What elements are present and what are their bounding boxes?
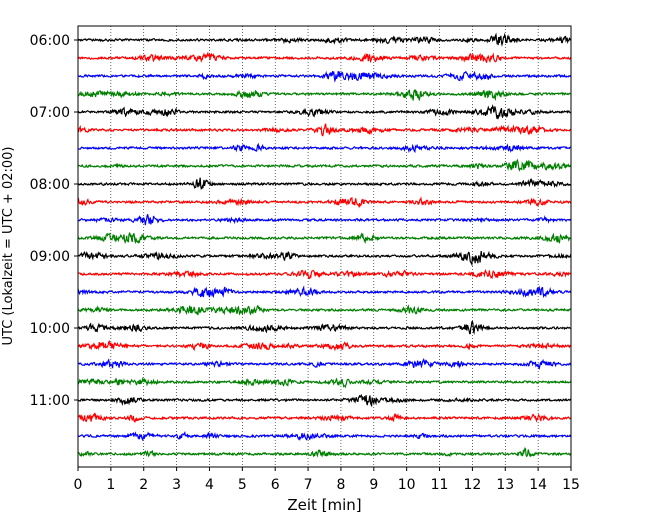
seismogram-trace-0945 (77, 304, 572, 316)
seismogram-trace-0730 (77, 142, 572, 154)
x-tick-label: 6 (271, 477, 280, 493)
y-tick-label: 08:00 (30, 177, 70, 193)
trace-group (77, 32, 572, 458)
x-tick-label: 3 (172, 477, 181, 493)
x-tick-label: 13 (496, 477, 514, 493)
x-tick-label: 11 (431, 477, 449, 493)
seismogram-trace-0700 (77, 104, 572, 120)
seismogram-trace-1130 (77, 430, 572, 442)
x-tick-label: 15 (562, 477, 580, 493)
x-tick-label: 10 (398, 477, 416, 493)
y-axis: 06:00 07:00 08:00 09:00 10:00 11:00 (30, 33, 78, 409)
x-tick-label: 0 (74, 477, 83, 493)
x-tick-label: 1 (106, 477, 115, 493)
x-tick-label: 4 (205, 477, 214, 493)
y-tick-label: 10:00 (30, 321, 70, 337)
seismogram-trace-0900 (77, 250, 572, 267)
x-tick-label: 14 (529, 477, 547, 493)
x-tick-label: 8 (336, 477, 345, 493)
y-tick-label: 06:00 (30, 33, 70, 49)
seismogram-trace-0815 (77, 196, 572, 209)
seismogram-trace-0915 (78, 268, 572, 280)
seismogram-trace-1000 (77, 320, 572, 335)
seismogram-trace-0830 (77, 214, 572, 226)
seismogram-trace-0600 (77, 32, 572, 47)
seismogram-trace-0615 (77, 51, 572, 64)
seismogram-trace-0715 (77, 123, 572, 137)
seismogram-trace-0930 (77, 285, 572, 299)
seismogram-trace-0745 (77, 158, 572, 172)
seismogram-trace-1045 (77, 376, 572, 389)
x-axis: 0 1 2 3 4 5 6 7 8 9 10 11 12 13 14 15 (74, 467, 580, 493)
x-tick-label: 12 (463, 477, 481, 493)
seismogram-trace-1145 (77, 447, 572, 458)
plot-frame (77, 25, 572, 468)
seismogram-trace-1030 (77, 357, 572, 371)
seismogram-trace-0800 (77, 177, 572, 190)
x-tick-label: 7 (304, 477, 313, 493)
x-axis-title: Zeit [min] (287, 496, 361, 514)
seismogram-trace-1100 (77, 393, 572, 408)
y-tick-label: 09:00 (30, 249, 70, 265)
seismogram-trace-0630 (77, 70, 572, 83)
x-tick-label: 5 (238, 477, 247, 493)
plot-background (78, 26, 571, 467)
x-tick-label: 2 (139, 477, 148, 493)
seismogram-trace-1115 (77, 412, 572, 423)
y-tick-label: 11:00 (30, 393, 70, 409)
y-tick-label: 07:00 (30, 105, 70, 121)
seismogram-trace-0845 (77, 231, 572, 245)
seismogram-trace-0645 (77, 89, 572, 102)
seismogram-trace-1015 (77, 339, 572, 352)
y-axis-title: UTC (Lokalzeit = UTC + 02:00) (1, 147, 16, 346)
x-tick-label: 9 (369, 477, 378, 493)
